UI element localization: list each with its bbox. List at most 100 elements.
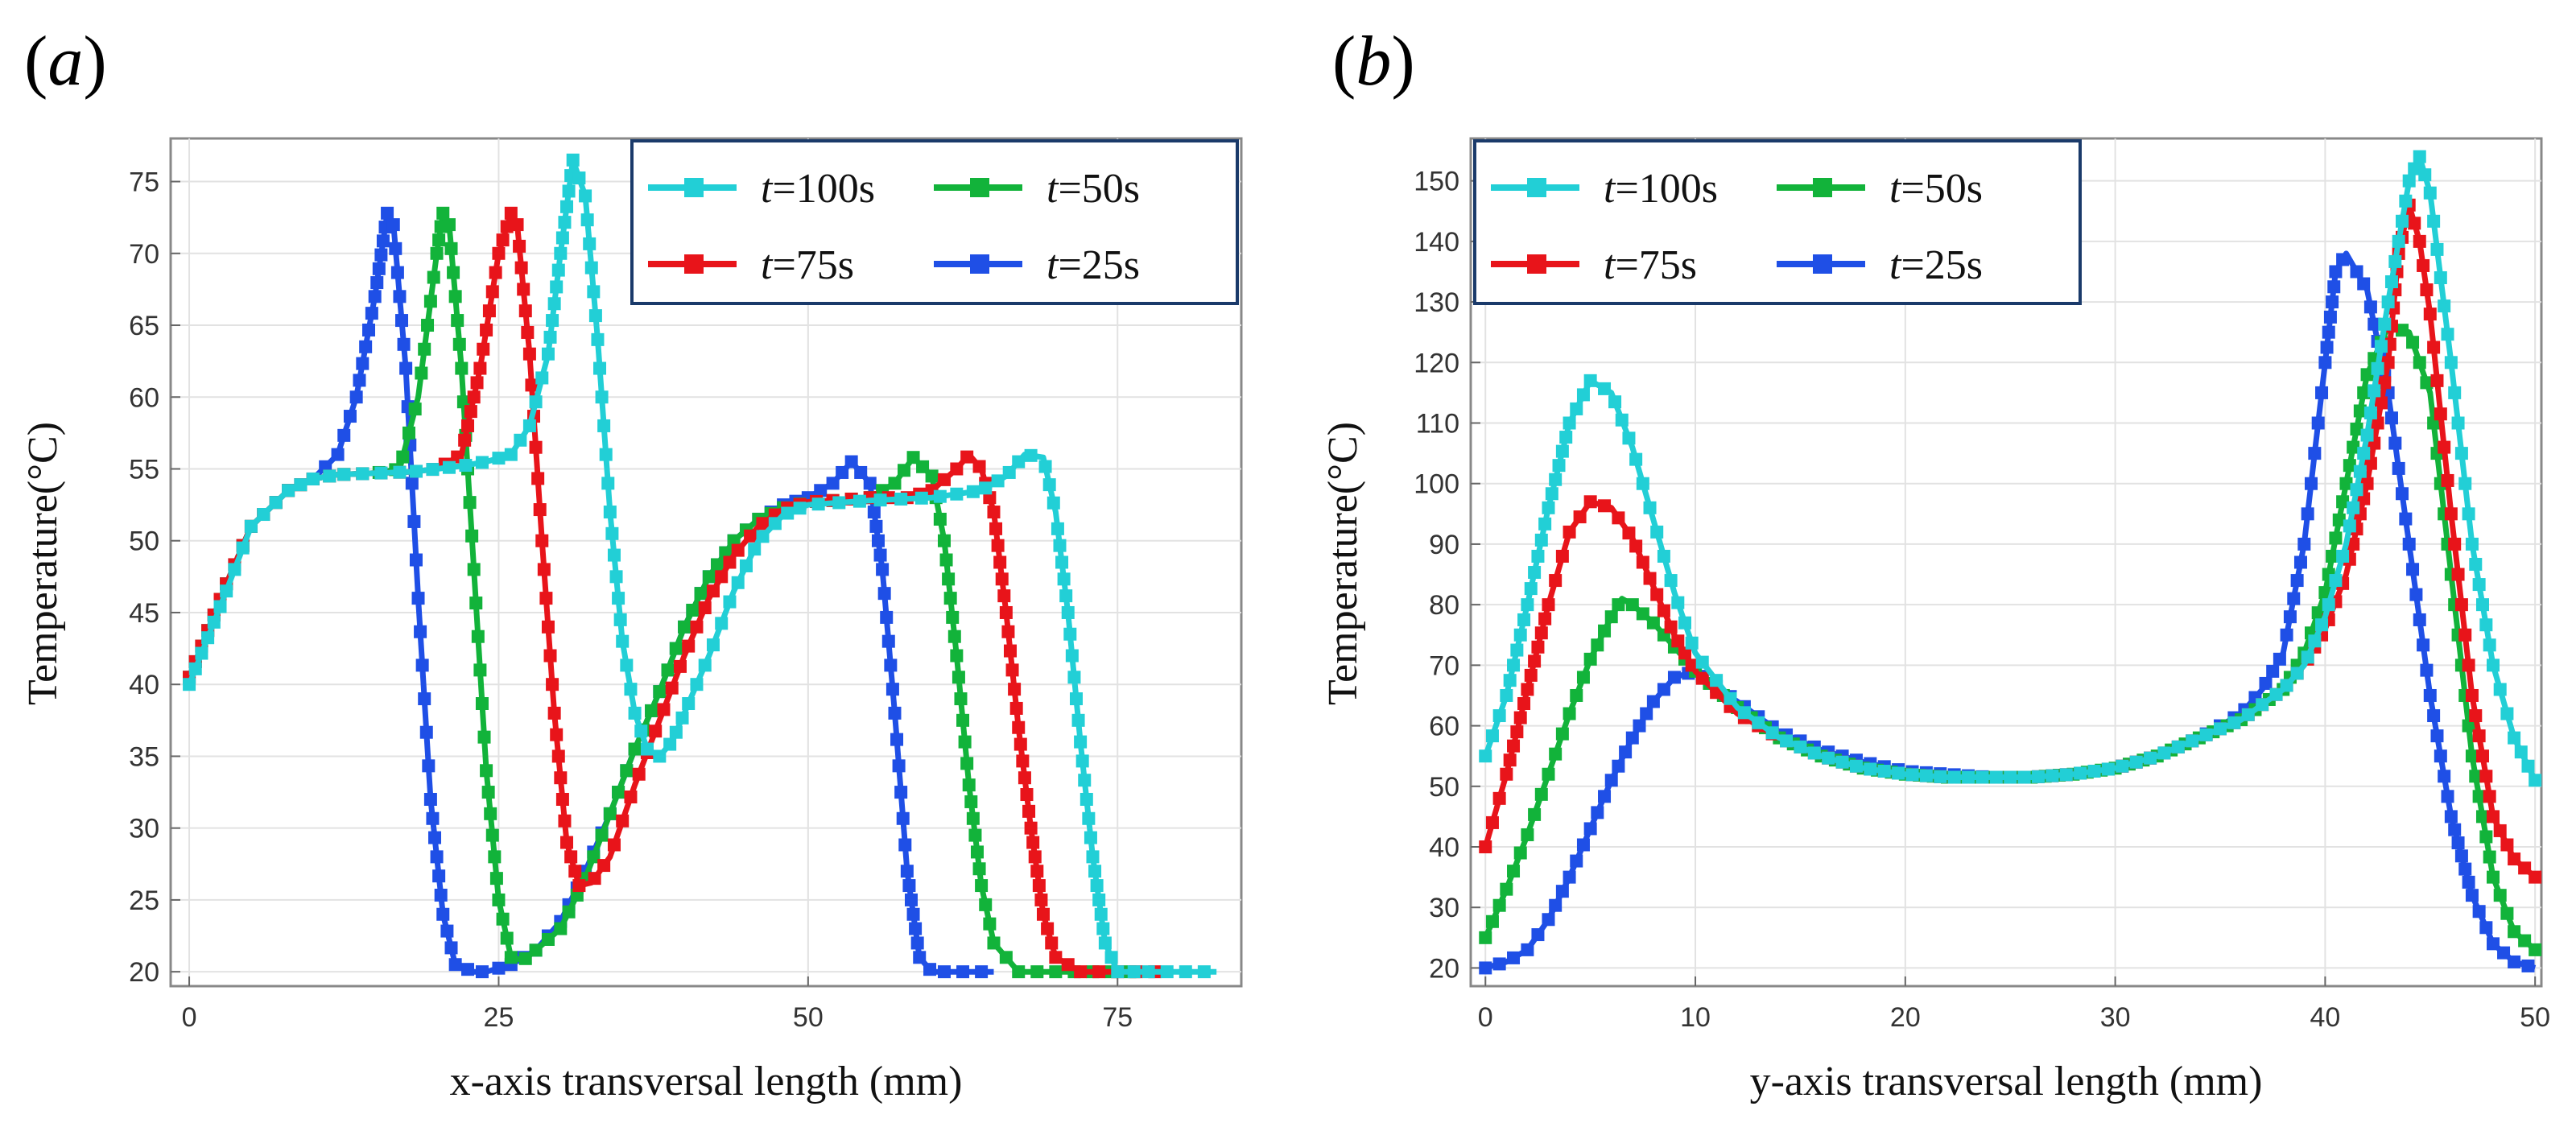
data-point <box>1479 749 1492 763</box>
data-point <box>1479 961 1492 975</box>
data-point <box>1657 549 1670 563</box>
data-point <box>444 941 458 955</box>
data-point <box>2371 416 2384 430</box>
data-point <box>1542 767 1555 781</box>
data-point <box>1549 574 1563 588</box>
data-point <box>999 605 1013 619</box>
data-point <box>389 242 402 255</box>
data-point <box>698 658 712 672</box>
data-point <box>562 184 576 198</box>
data-point <box>966 811 980 825</box>
data-point <box>1724 691 1737 705</box>
legend-marker <box>970 178 989 197</box>
data-point <box>1485 914 1499 928</box>
data-point <box>2518 934 2532 947</box>
data-point <box>1032 879 1046 893</box>
data-point <box>461 419 475 432</box>
data-point <box>547 297 561 311</box>
data-point <box>1555 444 1569 458</box>
legend-label: t=100s <box>1604 166 1718 212</box>
data-point <box>1098 936 1112 950</box>
data-point <box>1002 465 1016 479</box>
data-point <box>2521 959 2535 972</box>
data-point <box>1534 626 1548 640</box>
data-point <box>2465 537 2479 551</box>
data-point <box>473 663 487 677</box>
panel-a-ticks: 0 25 50 75 20 25 30 35 40 45 50 55 60 65 70 75 <box>129 167 1133 1033</box>
data-point <box>1563 707 1576 720</box>
data-point <box>2430 374 2444 387</box>
data-point <box>467 563 481 576</box>
data-point <box>2508 955 2521 968</box>
data-point <box>2462 719 2475 733</box>
data-point <box>2479 921 2493 935</box>
data-point <box>2293 555 2307 569</box>
data-point <box>1591 806 1604 819</box>
data-point <box>418 692 431 706</box>
data-point <box>593 361 607 375</box>
data-point <box>923 963 937 976</box>
data-point <box>591 332 605 346</box>
data-point <box>2483 850 2496 864</box>
data-point <box>1604 610 1618 624</box>
data-point <box>1710 674 1724 687</box>
data-point <box>2017 770 2031 784</box>
data-point <box>482 304 496 318</box>
data-point <box>913 951 927 964</box>
data-point <box>793 502 807 515</box>
data-point <box>1629 452 1643 466</box>
data-point <box>1524 582 1538 596</box>
data-point <box>723 595 737 609</box>
data-point <box>744 529 758 543</box>
data-point <box>2399 512 2413 526</box>
data-point <box>362 323 376 336</box>
data-point <box>2360 368 2374 382</box>
data-point <box>554 922 568 935</box>
data-point <box>434 888 448 902</box>
data-point <box>2465 889 2479 902</box>
data-point <box>1531 549 1545 563</box>
data-point <box>2441 328 2454 341</box>
data-point <box>1598 382 1612 395</box>
data-point <box>2444 507 2458 521</box>
legend-label: t=50s <box>1046 166 1140 212</box>
data-point <box>396 450 410 464</box>
data-point <box>541 932 555 946</box>
data-point <box>504 951 518 964</box>
data-point <box>1849 759 1863 773</box>
data-point <box>964 795 978 808</box>
data-point <box>555 792 569 806</box>
data-point <box>461 963 475 976</box>
data-point <box>1622 526 1636 540</box>
data-point <box>768 517 782 530</box>
data-point <box>715 570 729 584</box>
data-point <box>1513 846 1527 860</box>
data-point <box>1086 850 1100 864</box>
data-point <box>2406 563 2420 576</box>
data-point <box>2315 386 2329 399</box>
data-point <box>2378 376 2392 390</box>
data-point <box>452 337 466 351</box>
legend-marker <box>1527 178 1546 197</box>
panel-b-x-tick-label: 20 <box>1890 1002 1921 1033</box>
data-point <box>213 600 227 613</box>
data-point <box>1507 658 1521 672</box>
data-point <box>1485 729 1499 743</box>
data-point <box>904 893 918 906</box>
data-point <box>739 559 753 572</box>
data-point <box>2500 707 2514 720</box>
data-point <box>1643 572 1657 585</box>
data-point <box>2423 186 2437 200</box>
data-point <box>550 280 564 294</box>
data-point <box>1492 898 1506 912</box>
data-point <box>477 342 490 356</box>
data-point <box>522 419 536 432</box>
data-point <box>2004 770 2017 784</box>
data-point <box>514 261 528 275</box>
data-point <box>518 304 532 318</box>
data-point <box>1678 616 1691 630</box>
data-point <box>1088 865 1102 878</box>
data-point <box>587 850 601 864</box>
data-point <box>471 630 485 643</box>
panel-a-y-tick-label: 75 <box>129 167 159 198</box>
